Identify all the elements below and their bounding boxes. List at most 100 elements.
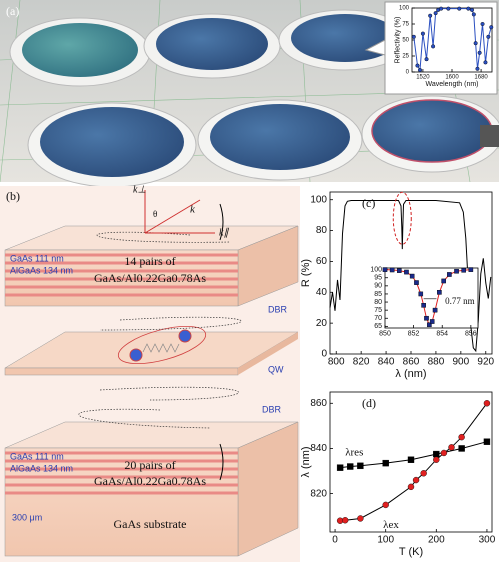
- marker: [357, 515, 364, 522]
- y-tick-label: 85: [374, 291, 382, 298]
- series-label: λres: [345, 446, 363, 458]
- marker: [457, 6, 462, 11]
- marker: [475, 66, 480, 71]
- marker: [427, 322, 432, 328]
- k-par: k∥: [219, 227, 229, 238]
- marker: [357, 462, 364, 470]
- marker: [439, 6, 444, 11]
- annotation: 0.77 nm: [445, 296, 475, 306]
- marker: [382, 459, 389, 467]
- marker: [424, 315, 429, 321]
- x-tick-label: 800: [328, 357, 345, 368]
- stack-composition: GaAs/Al0.22Ga0.78As: [94, 271, 206, 285]
- marker: [433, 11, 438, 16]
- x-tick-label: 1680: [474, 74, 488, 80]
- marker: [429, 319, 435, 324]
- marker: [407, 456, 415, 463]
- y-tick-label: 50: [402, 38, 409, 44]
- panel-label: (b): [6, 189, 20, 203]
- marker: [415, 63, 420, 68]
- x-tick-label: 840: [378, 357, 395, 368]
- x-tick-label: 852: [408, 330, 420, 337]
- marker: [382, 501, 389, 509]
- x-tick-label: 300: [479, 535, 496, 546]
- marker: [411, 34, 416, 39]
- marker: [473, 41, 478, 46]
- y-tick-label: 75: [402, 22, 409, 28]
- x-tick-label: 850: [379, 330, 391, 337]
- y-axis-label: R (%): [300, 259, 312, 287]
- stack-label: 14 pairs of: [124, 254, 175, 268]
- y-axis-label: λ (nm): [300, 446, 312, 477]
- marker: [489, 25, 494, 30]
- y-tick-label: 80: [374, 299, 382, 306]
- marker: [412, 476, 420, 484]
- marker: [480, 22, 485, 27]
- marker: [382, 267, 388, 272]
- marker: [458, 433, 465, 441]
- marker: [421, 302, 426, 308]
- y-tick-label: 0: [321, 349, 327, 360]
- marker: [409, 273, 415, 279]
- x-axis-label: T (K): [399, 546, 423, 558]
- marker: [404, 269, 409, 275]
- layer-label: AlGaAs 134 nm: [10, 265, 73, 275]
- qw-label: QW: [268, 364, 284, 374]
- x-tick-label: 820: [353, 357, 370, 368]
- x-tick-label: 856: [465, 330, 477, 337]
- y-tick-label: 65: [374, 323, 382, 330]
- x-tick-label: 100: [377, 535, 394, 546]
- y-tick-label: 100: [370, 266, 382, 273]
- marker: [483, 400, 491, 407]
- series-line: [413, 8, 492, 72]
- marker: [446, 6, 451, 11]
- x-tick-label: 1520: [416, 74, 430, 80]
- marker: [407, 483, 415, 491]
- marker: [397, 268, 402, 273]
- marker: [483, 60, 488, 65]
- panel-label: (c): [362, 196, 375, 210]
- marker: [420, 470, 427, 477]
- marker: [466, 6, 471, 11]
- x-tick-label: 200: [428, 535, 445, 546]
- marker: [477, 50, 482, 55]
- layer-label: GaAs 111 nm: [10, 451, 64, 461]
- marker: [461, 267, 466, 273]
- marker: [468, 267, 474, 272]
- highlight: [392, 191, 412, 245]
- y-tick-label: 20: [316, 318, 328, 329]
- marker: [414, 280, 419, 285]
- marker: [418, 68, 423, 73]
- layer-label: GaAs 111 nm: [10, 253, 64, 263]
- marker: [441, 278, 446, 284]
- marker: [418, 291, 424, 297]
- x-tick-label: 900: [453, 357, 470, 368]
- x-tick-label: 860: [403, 357, 420, 368]
- y-tick-label: 70: [374, 315, 382, 322]
- k: k: [190, 204, 196, 216]
- x-tick-label: 920: [477, 357, 494, 368]
- stack-label: 20 pairs of: [124, 458, 175, 472]
- x-tick-label: 854: [436, 330, 448, 337]
- y-tick-label: 40: [316, 287, 328, 298]
- x-tick-label: 0: [332, 535, 338, 546]
- marker: [447, 272, 452, 277]
- x-axis-label: Wavelength (nm): [425, 81, 478, 88]
- marker: [454, 268, 459, 274]
- y-tick-label: 95: [374, 275, 382, 282]
- y-tick-label: 0: [406, 70, 410, 76]
- k-perp: k⊥: [133, 184, 146, 195]
- x-tick-label: 1600: [445, 74, 459, 80]
- x-tick-label: 880: [428, 357, 445, 368]
- dbr-label: DBR: [268, 304, 288, 314]
- y-tick-label: 840: [310, 443, 327, 454]
- y-axis-label: Reflectivity (%): [394, 17, 401, 64]
- marker: [448, 444, 455, 451]
- marker: [389, 267, 395, 273]
- plot-frame: [384, 267, 479, 329]
- marker: [483, 438, 491, 445]
- marker: [347, 463, 354, 470]
- marker: [431, 44, 436, 49]
